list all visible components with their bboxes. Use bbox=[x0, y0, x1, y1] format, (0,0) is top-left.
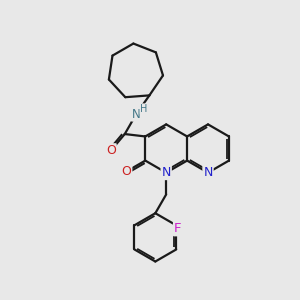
Text: N: N bbox=[161, 166, 171, 179]
Text: F: F bbox=[174, 222, 182, 235]
Text: N: N bbox=[132, 108, 141, 121]
Text: O: O bbox=[106, 144, 116, 157]
Text: H: H bbox=[140, 104, 148, 114]
Text: N: N bbox=[203, 166, 213, 179]
Text: O: O bbox=[122, 165, 131, 178]
